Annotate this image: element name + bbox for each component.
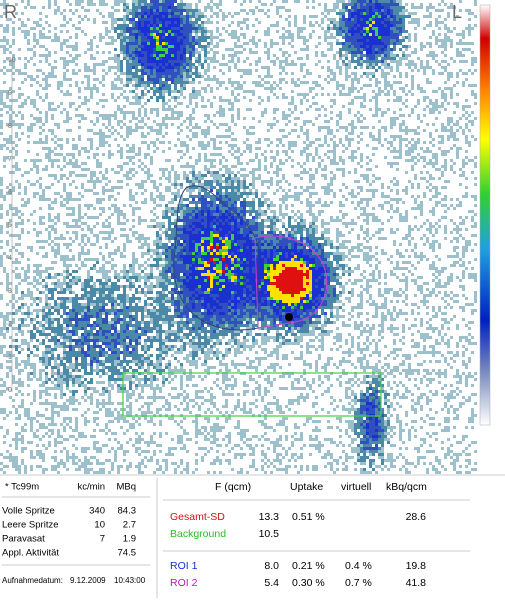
cell: 1.9	[123, 534, 136, 545]
footer-date: 9.12.2009	[70, 576, 106, 585]
row-label: Gesamt-SD	[170, 511, 225, 523]
row-label: Background	[170, 528, 226, 540]
ruler-label: 1	[8, 354, 12, 361]
cell: 13.3	[259, 511, 280, 523]
side-label: L	[452, 2, 462, 22]
row-label: ROI 2	[170, 577, 198, 589]
color-bar	[480, 5, 490, 425]
cell: 2.7	[123, 520, 136, 531]
header-cell: kBq/qcm	[386, 481, 427, 493]
cell: 0.21 %	[292, 560, 325, 572]
marker	[285, 313, 293, 321]
ruler-label: 3	[8, 288, 12, 295]
cell: 340	[89, 506, 105, 517]
cell: 28.6	[406, 511, 427, 523]
header-cell: F (qcm)	[215, 481, 251, 493]
cell: 0.30 %	[292, 577, 325, 589]
cell: 74.5	[118, 548, 137, 559]
header-cell: kc/min	[78, 482, 105, 493]
cell: 0.7 %	[345, 577, 372, 589]
cell: 10.5	[259, 528, 280, 540]
side-label: R	[4, 2, 17, 22]
cell: 0.4 %	[345, 560, 372, 572]
header-cell: Uptake	[290, 481, 323, 493]
cell: 0.51 %	[292, 511, 325, 523]
footer-label: Aufnahmedatum:	[2, 576, 63, 585]
ruler-label: 9	[8, 90, 12, 97]
cell: 84.3	[118, 506, 137, 517]
header-cell: * Tc99m	[5, 482, 39, 493]
row-label: ROI 1	[170, 560, 198, 572]
row-label: Appl. Aktivität	[2, 548, 59, 559]
header-cell: MBq	[116, 482, 136, 493]
ruler-label: 7	[8, 156, 12, 163]
ruler-label: 2	[8, 321, 12, 328]
footer-time: 10:43:00	[114, 576, 146, 585]
ruler-label: 5	[8, 222, 12, 229]
header-cell: virtuell	[341, 481, 371, 493]
row-label: Leere Spritze	[2, 520, 59, 531]
ruler-label: 8	[8, 123, 12, 130]
cell: 19.8	[406, 560, 427, 572]
cell: 10	[94, 520, 105, 531]
row-label: Paravasat	[2, 534, 45, 545]
cell: 5.4	[264, 577, 279, 589]
row-label: Volle Spritze	[2, 506, 55, 517]
ruler-label: 6	[8, 189, 12, 196]
cell: 8.0	[264, 560, 279, 572]
ruler-label: 10	[8, 57, 16, 64]
cell: 7	[100, 534, 105, 545]
cell: 41.8	[406, 577, 427, 589]
ruler-label: 4	[8, 255, 12, 262]
ruler-label: 0	[8, 387, 12, 394]
